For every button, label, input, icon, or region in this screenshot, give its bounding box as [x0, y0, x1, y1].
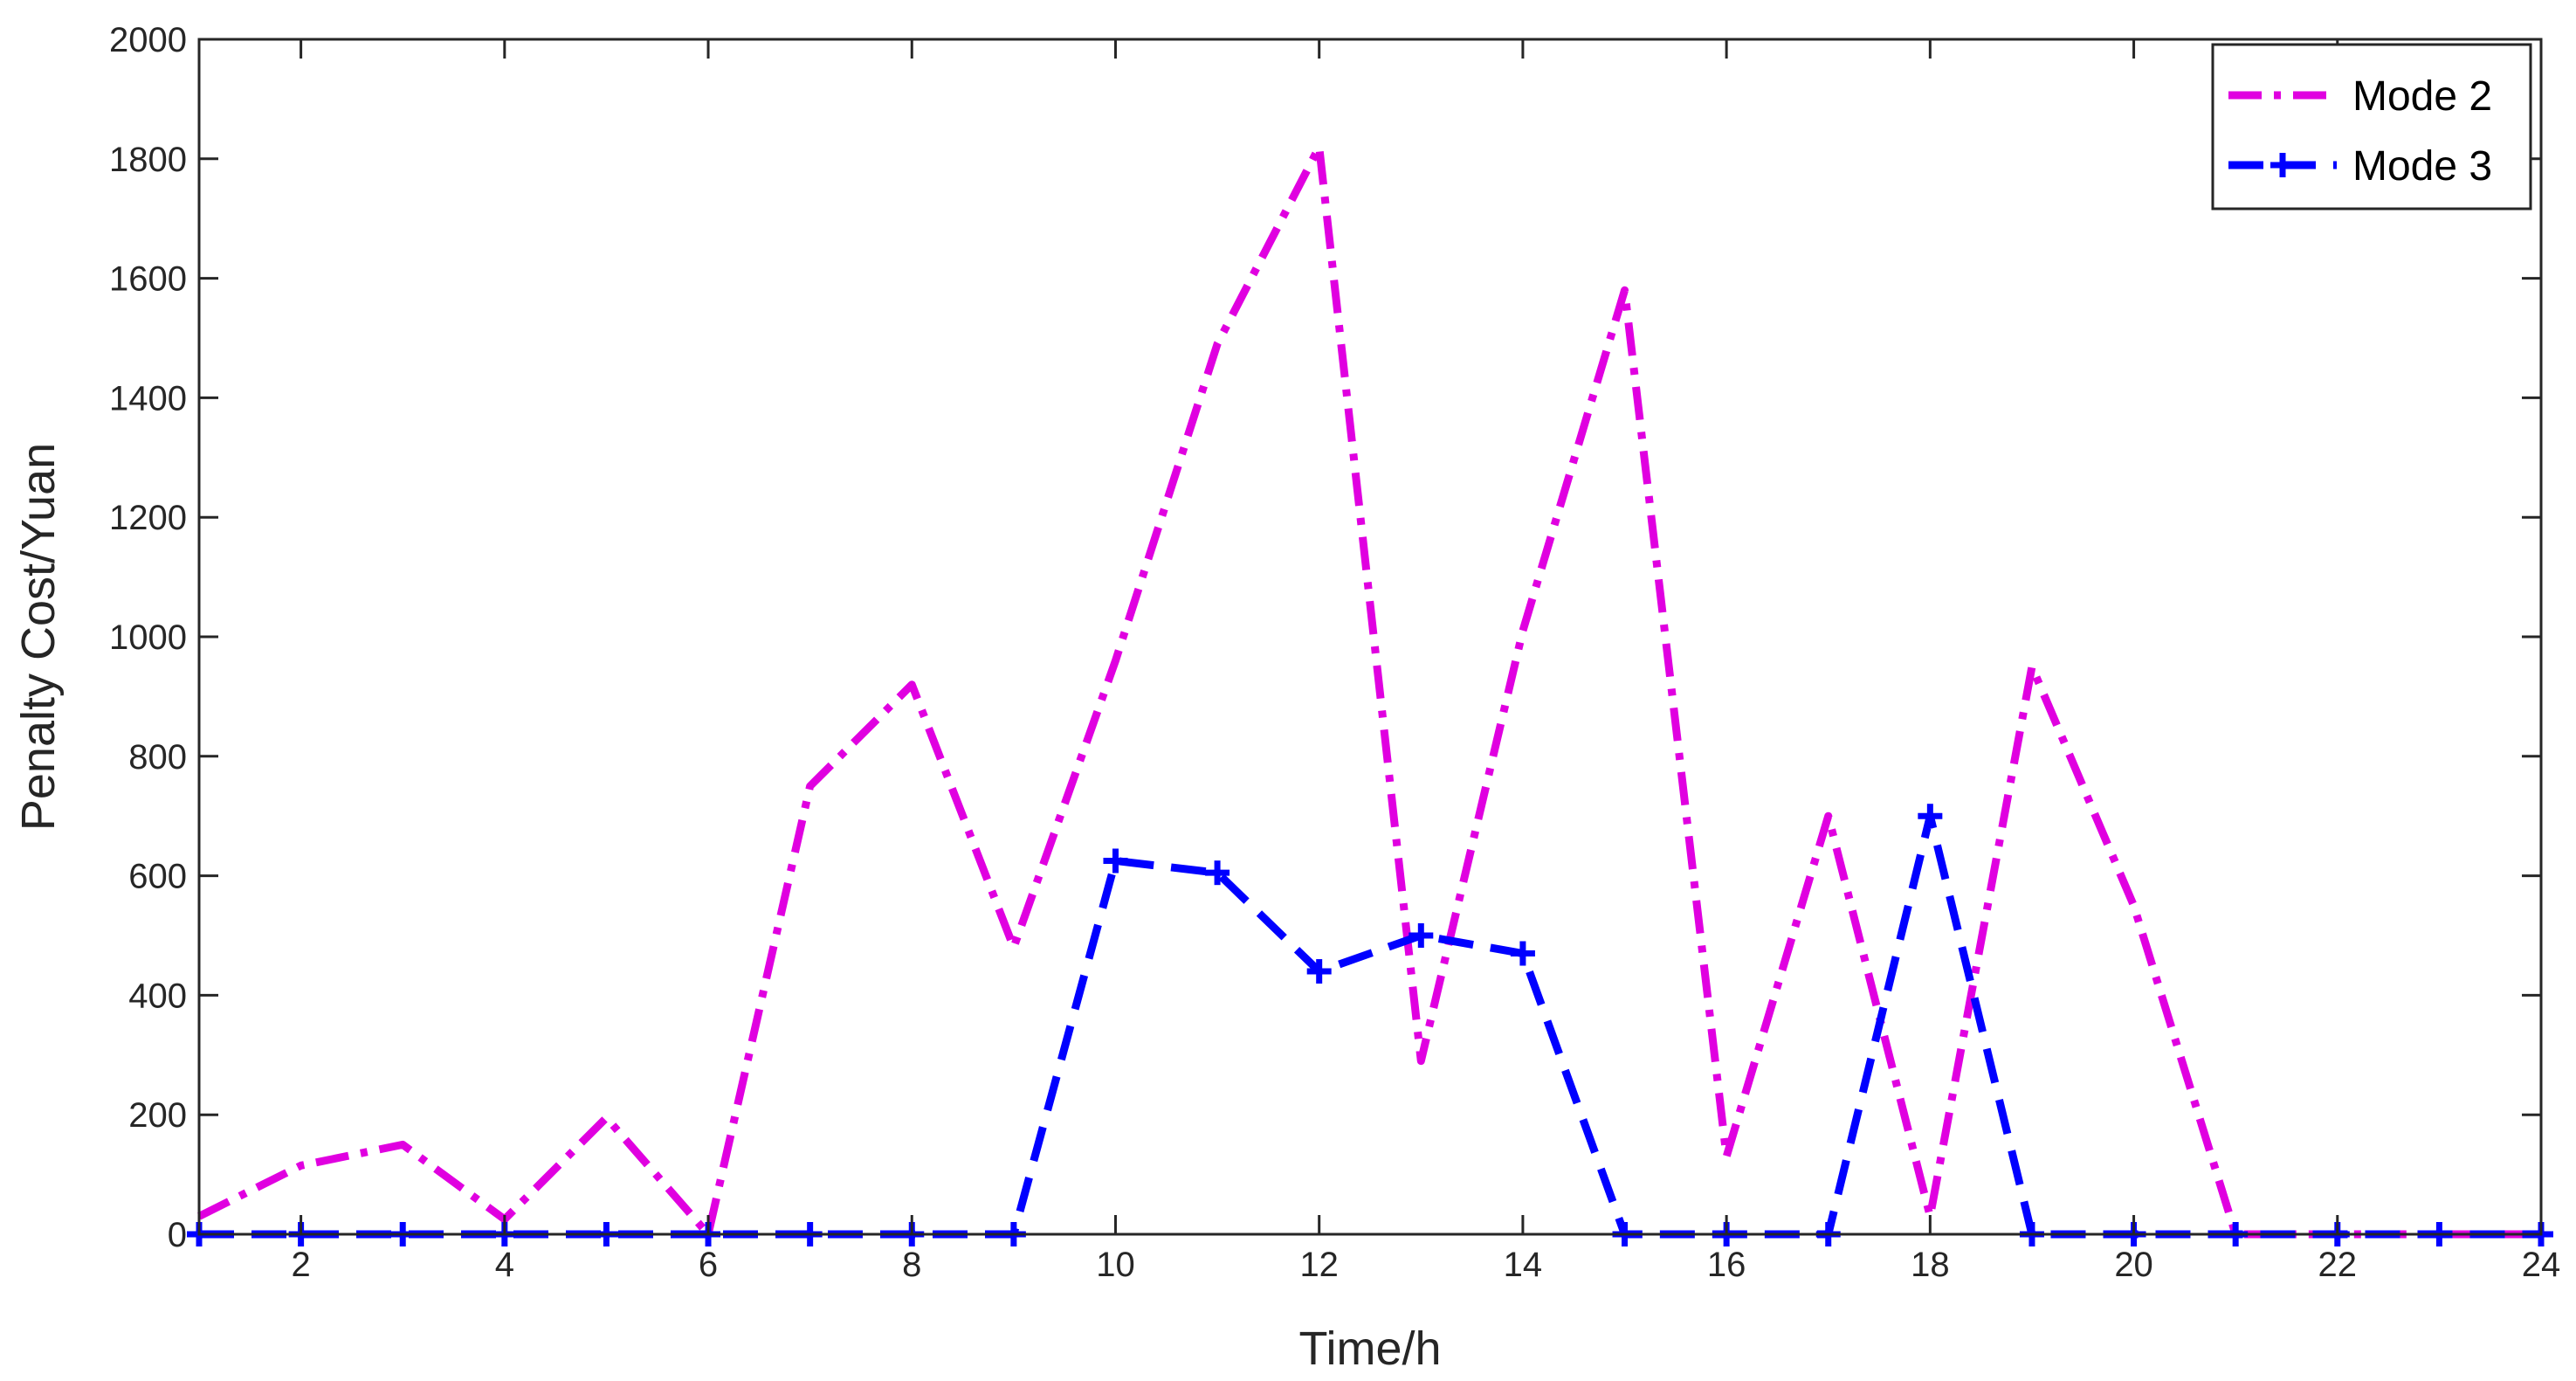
x-tick-label: 14	[1504, 1246, 1543, 1284]
x-tick-label: 10	[1096, 1246, 1135, 1284]
y-tick-label: 2000	[109, 21, 187, 59]
legend-label-1: Mode 2	[2352, 73, 2492, 120]
series-2-point	[1103, 848, 1128, 873]
series-2-point	[1918, 804, 1943, 829]
legend-box	[2211, 43, 2532, 211]
x-tick-label: 18	[1911, 1246, 1950, 1284]
y-tick-label: 600	[128, 858, 187, 896]
y-tick-label: 800	[128, 738, 187, 777]
series-2-point	[1205, 860, 1230, 886]
x-tick-label: 4	[495, 1246, 514, 1284]
series-2-point	[1306, 959, 1332, 984]
y-tick-label: 1400	[109, 379, 187, 418]
x-tick-label: 6	[699, 1246, 718, 1284]
series-2-point	[1409, 923, 1434, 948]
legend: Mode 2 Mode 3	[2211, 43, 2532, 211]
x-axis-title: Time/h	[1298, 1322, 1441, 1375]
y-tick-label: 1800	[109, 141, 187, 179]
x-tick-label: 2	[291, 1246, 310, 1284]
series-2-point	[1510, 941, 1535, 966]
y-axis-title: Penalty Cost/Yuan	[12, 443, 65, 831]
y-tick-label: 1000	[109, 618, 187, 657]
y-tick-label: 0	[168, 1216, 187, 1254]
x-tick-label: 8	[902, 1246, 921, 1284]
y-tick-label: 200	[128, 1096, 187, 1135]
series-line-1	[196, 142, 2541, 1239]
x-tick-label: 12	[1299, 1246, 1339, 1284]
axes: 2 4 6 8 10 12 14 16 18 20 22 2402004006008001000120…	[109, 21, 2560, 1284]
y-tick-label: 1600	[109, 260, 187, 299]
x-tick-label: 20	[2114, 1246, 2153, 1284]
x-tick-label: 22	[2318, 1246, 2358, 1284]
legend-label-2: Mode 3	[2352, 143, 2492, 190]
x-tick-label: 24	[2522, 1246, 2561, 1284]
y-tick-label: 400	[128, 977, 187, 1015]
y-tick-label: 1200	[109, 499, 187, 537]
x-tick-label: 16	[1707, 1246, 1746, 1284]
